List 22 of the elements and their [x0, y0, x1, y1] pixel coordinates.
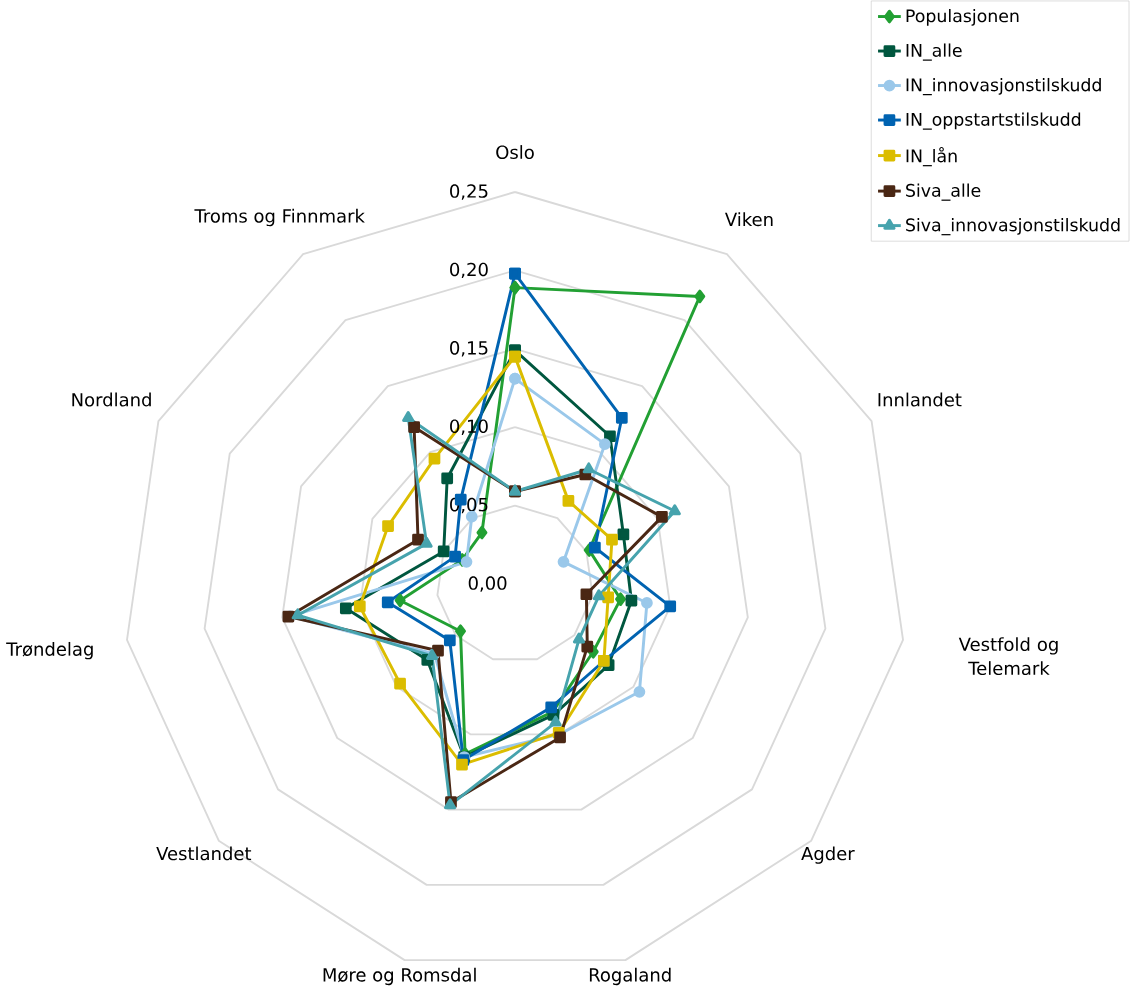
spoke-label: Trøndelag	[6, 641, 93, 660]
legend-label: IN_alle	[906, 43, 962, 61]
spoke-label: Oslo	[496, 145, 534, 160]
legend-label: Populasjonen	[906, 8, 1019, 26]
y-tick-label: 0,25	[450, 184, 488, 200]
spoke-label: Vestfold og Telemark	[958, 637, 1058, 676]
spoke-label: Møre og Romsdal	[323, 967, 476, 986]
spoke-label: Agder	[801, 846, 855, 864]
y-tick-label: 0,20	[450, 262, 488, 279]
spoke-label: Nordland	[72, 392, 151, 407]
spoke-label: Innlandet	[878, 392, 962, 407]
legend-label: Siva_alle	[906, 183, 981, 201]
y-tick-label: 0,00	[468, 576, 507, 592]
spoke-label: Vestlandet	[156, 846, 252, 861]
spoke-label: Troms og Finnmark	[194, 208, 365, 227]
legend-label: IN_innovasjonstilskudd	[906, 77, 1101, 96]
spoke-label: Viken	[725, 212, 773, 227]
legend-label: Siva_innovasjonstilskudd	[906, 218, 1120, 236]
legend-label: IN_lån	[906, 146, 957, 167]
y-tick-label: 0,15	[450, 341, 488, 357]
spoke-label: Rogaland	[589, 967, 671, 986]
legend-label: IN_oppstartstilskudd	[906, 112, 1081, 130]
